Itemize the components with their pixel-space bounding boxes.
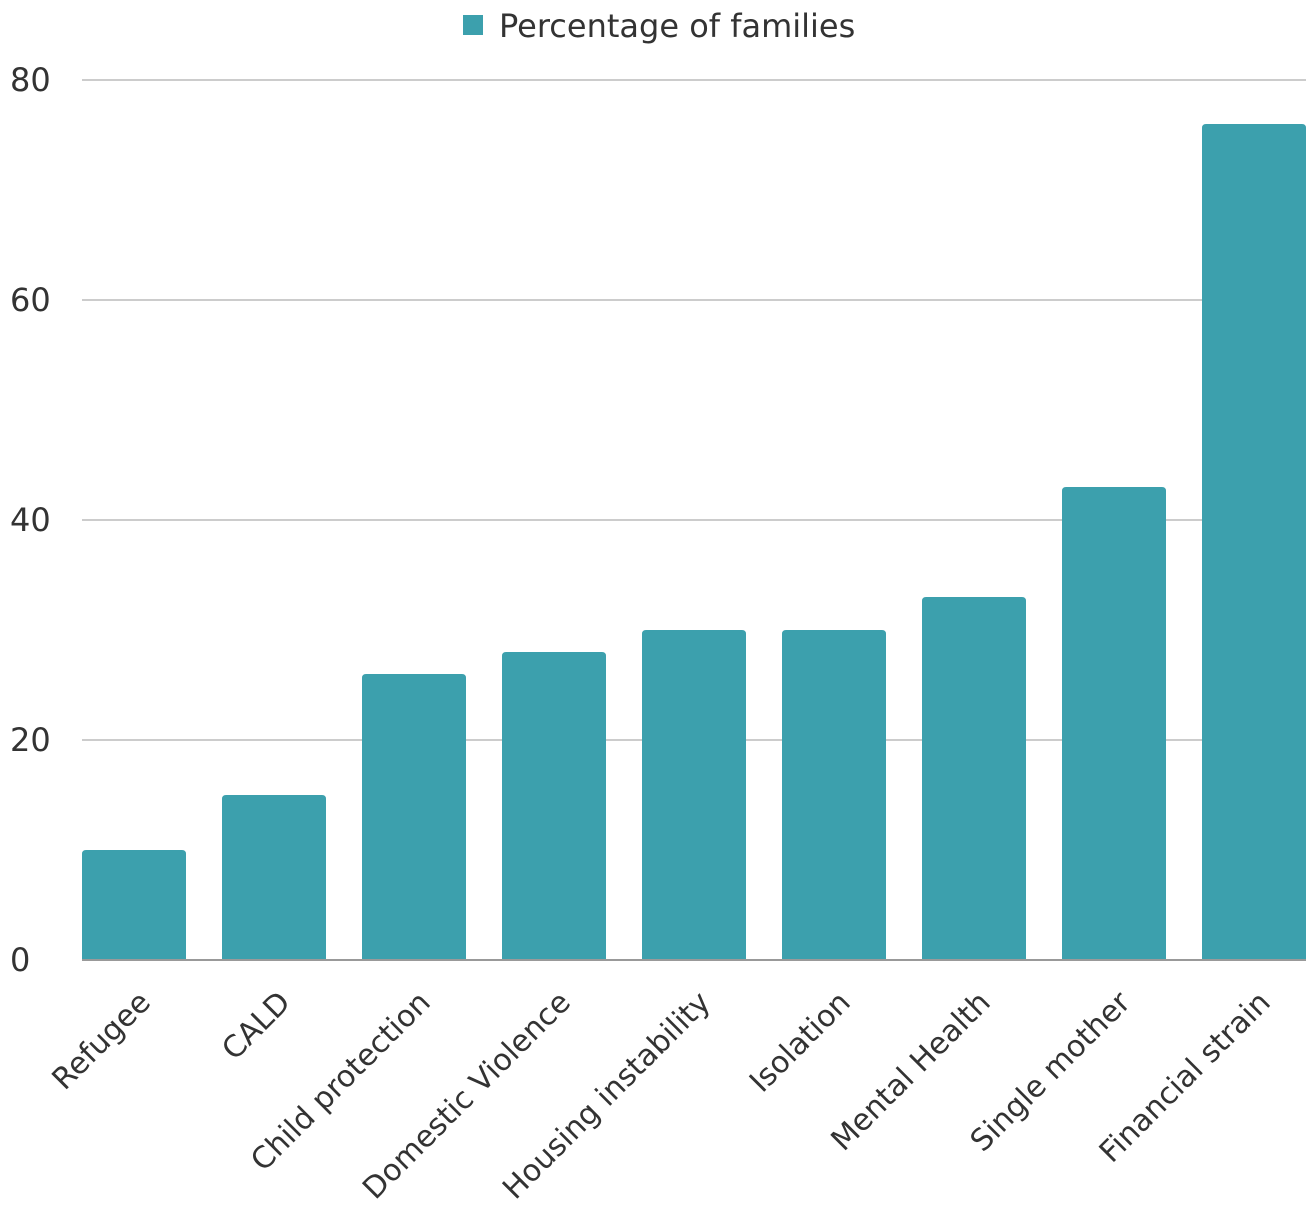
bar-financial-strain — [1202, 124, 1306, 960]
bar-isolation — [782, 630, 886, 960]
x-tick-label: Refugee — [46, 985, 158, 1097]
bar-child-protection — [362, 674, 466, 960]
y-tick-label: 40 — [10, 501, 51, 539]
y-tick-label: 60 — [10, 281, 51, 319]
legend: Percentage of families — [463, 7, 855, 45]
y-tick-label: 20 — [10, 721, 51, 759]
legend-swatch — [463, 15, 483, 35]
y-tick-label: 80 — [10, 61, 51, 99]
bar-cald — [222, 795, 326, 960]
x-tick-label: CALD — [215, 985, 297, 1067]
y-tick-label: 0 — [10, 941, 30, 979]
bars — [82, 124, 1306, 960]
bar-domestic-violence — [502, 652, 606, 960]
bar-mental-health — [922, 597, 1026, 960]
x-tick-label: Isolation — [743, 985, 858, 1100]
bar-refugee — [82, 850, 186, 960]
y-axis-ticks: 0 20 40 60 80 — [10, 61, 51, 979]
bar-single-mother — [1062, 487, 1166, 960]
legend-label: Percentage of families — [499, 7, 855, 45]
bar-housing-instability — [642, 630, 746, 960]
